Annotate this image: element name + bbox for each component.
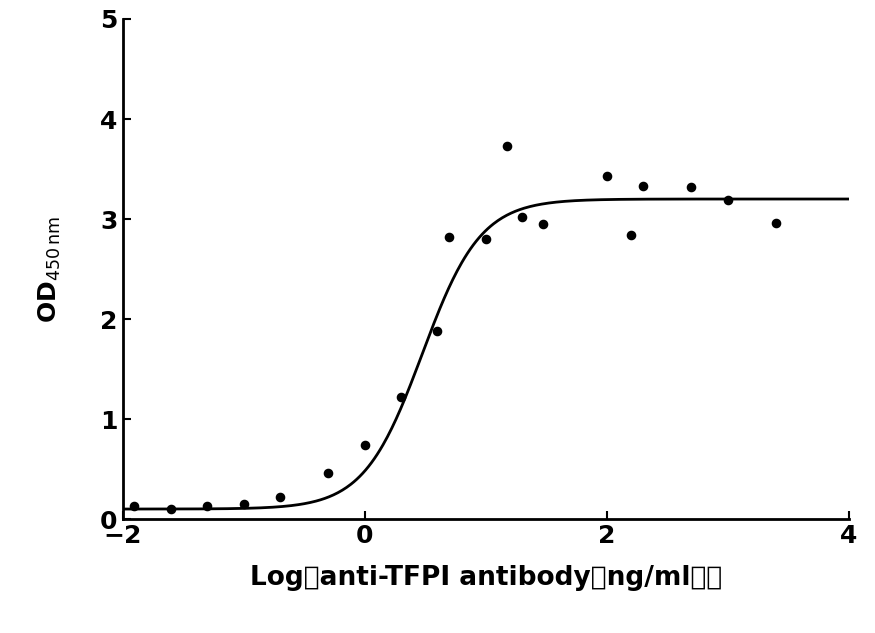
Point (536, 219, 550, 229)
Point (321, 468, 335, 478)
Point (430, 326, 444, 336)
Point (500, 141, 514, 151)
Point (636, 181, 650, 191)
Point (769, 218, 783, 228)
Point (625, 230, 639, 240)
Point (394, 392, 408, 402)
Point (721, 195, 735, 205)
Point (479, 234, 493, 244)
Point (358, 440, 372, 450)
Point (442, 232, 456, 242)
X-axis label: Log（anti-TFPI antibody（ng/ml））: Log（anti-TFPI antibody（ng/ml）） (249, 565, 722, 591)
Point (273, 492, 287, 502)
Point (164, 504, 178, 514)
Text: OD$_{450\,\mathrm{nm}}$: OD$_{450\,\mathrm{nm}}$ (37, 215, 63, 323)
Point (515, 212, 529, 222)
Point (599, 171, 613, 181)
Point (684, 182, 698, 192)
Point (127, 501, 141, 511)
Point (200, 501, 214, 511)
Point (236, 499, 250, 509)
